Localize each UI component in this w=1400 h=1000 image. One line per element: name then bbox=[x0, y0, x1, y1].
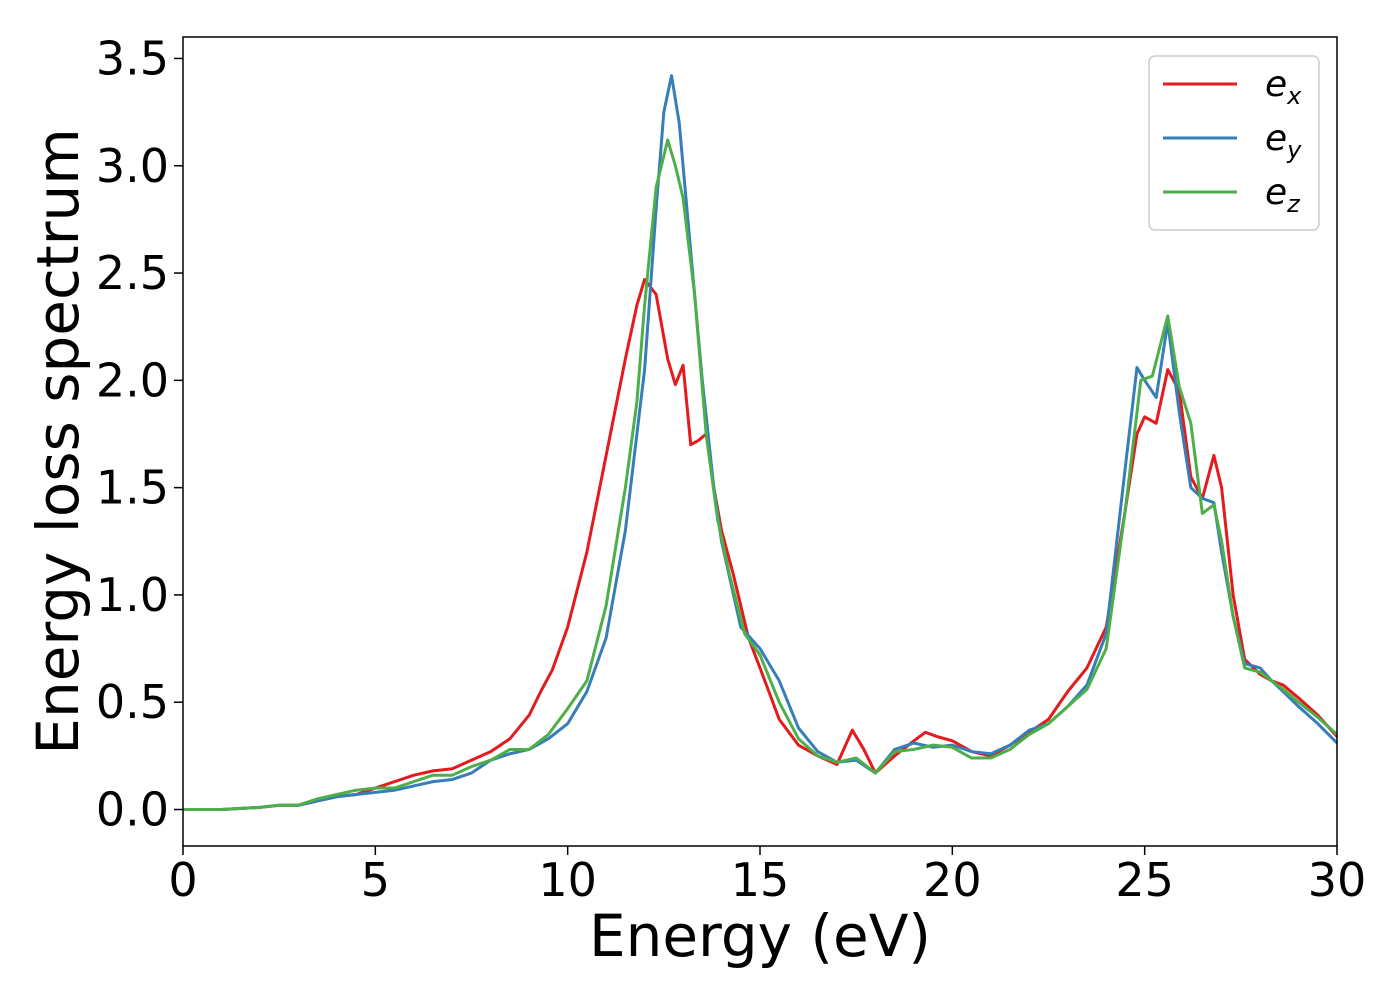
x-tick-label: 25 bbox=[1115, 853, 1174, 907]
y-axis-label: Energy loss spectrum bbox=[24, 128, 92, 754]
y-tick-label: 2.5 bbox=[96, 246, 169, 300]
legend-label-sub: x bbox=[1286, 82, 1302, 110]
y-axis: 0.0 0.5 1.0 1.5 2.0 2.5 3.0 3.5 bbox=[96, 31, 183, 837]
y-tick-label: 1.0 bbox=[96, 568, 169, 622]
x-axis-label: Energy (eV) bbox=[589, 902, 931, 970]
legend-label-sub: z bbox=[1286, 190, 1301, 218]
legend-label-base: e bbox=[1265, 64, 1287, 105]
y-tick-label: 3.0 bbox=[96, 139, 169, 193]
legend-label-z: ez bbox=[1265, 172, 1301, 218]
legend-label-x: ex bbox=[1265, 64, 1302, 110]
y-tick-label: 2.0 bbox=[96, 353, 169, 407]
legend-label-y: ey bbox=[1265, 118, 1302, 164]
legend-label-sub: y bbox=[1286, 136, 1302, 164]
x-tick-label: 5 bbox=[361, 853, 390, 907]
series-line-z bbox=[183, 138, 1337, 812]
y-tick-label: 0.0 bbox=[96, 783, 169, 837]
y-tick-label: 3.5 bbox=[96, 31, 169, 85]
legend-label-base: e bbox=[1265, 118, 1287, 159]
legend-box bbox=[1148, 55, 1320, 231]
x-tick-label: 15 bbox=[731, 853, 790, 907]
x-tick-label: 10 bbox=[538, 853, 597, 907]
y-tick-label: 0.5 bbox=[96, 675, 169, 729]
x-tick-label: 0 bbox=[168, 853, 197, 907]
series-line-x bbox=[183, 277, 1337, 812]
plot-content bbox=[183, 74, 1337, 812]
series-line-y bbox=[183, 74, 1337, 812]
x-axis: 0 5 10 15 20 25 30 bbox=[168, 846, 1366, 907]
legend-label-base: e bbox=[1265, 172, 1287, 213]
x-tick-label: 20 bbox=[923, 853, 982, 907]
x-tick-label: 30 bbox=[1308, 853, 1367, 907]
y-tick-label: 1.5 bbox=[96, 461, 169, 515]
